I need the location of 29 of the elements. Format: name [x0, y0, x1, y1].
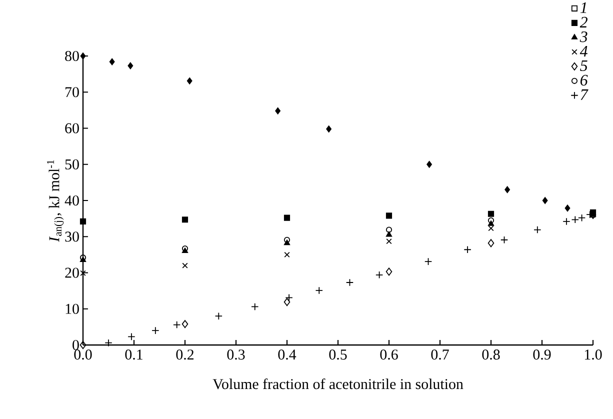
y-tick-label: 30: [65, 232, 79, 242]
legend-label: 2: [580, 16, 588, 28]
legend-label: 5: [580, 60, 588, 72]
y-tick-label: 70: [66, 87, 79, 98]
y-tick-label: 80: [65, 50, 79, 62]
x-tick-label: 0.3: [227, 350, 245, 360]
y-tick-label: 0: [72, 340, 79, 350]
x-tick-label: 0.0: [74, 350, 92, 360]
x-tick-label: 0.2: [176, 350, 194, 360]
y-tick-label: 40: [64, 195, 79, 206]
x-tick-label: 0.8: [482, 350, 500, 360]
legend-label: 1: [580, 2, 586, 13]
x-tick-label: 0.9: [533, 350, 551, 360]
x-axis-title: Volume fraction of acetonitrile in solution: [212, 378, 464, 390]
legend-label: 4: [580, 46, 588, 56]
y-tick-label: 60: [65, 123, 79, 134]
y-axis-title: I$_{an(j)}$, kJ mol$^{-1}$: [47, 160, 64, 242]
legend-label: 3: [580, 31, 588, 42]
x-tick-label: 0.1: [125, 350, 142, 360]
y-tick-label: 10: [66, 304, 79, 314]
x-tick-label: 0.5: [329, 350, 347, 360]
y-tick-label: 50: [65, 159, 79, 170]
legend-label: 7: [580, 89, 588, 100]
legend-label: 6: [580, 74, 588, 86]
x-tick-label: 0.4: [278, 350, 296, 360]
x-tick-label: 0.7: [431, 350, 449, 360]
x-tick-label: 1.0: [584, 350, 602, 360]
y-tick-label: 20: [65, 268, 79, 278]
x-tick-label: 0.6: [380, 350, 398, 360]
